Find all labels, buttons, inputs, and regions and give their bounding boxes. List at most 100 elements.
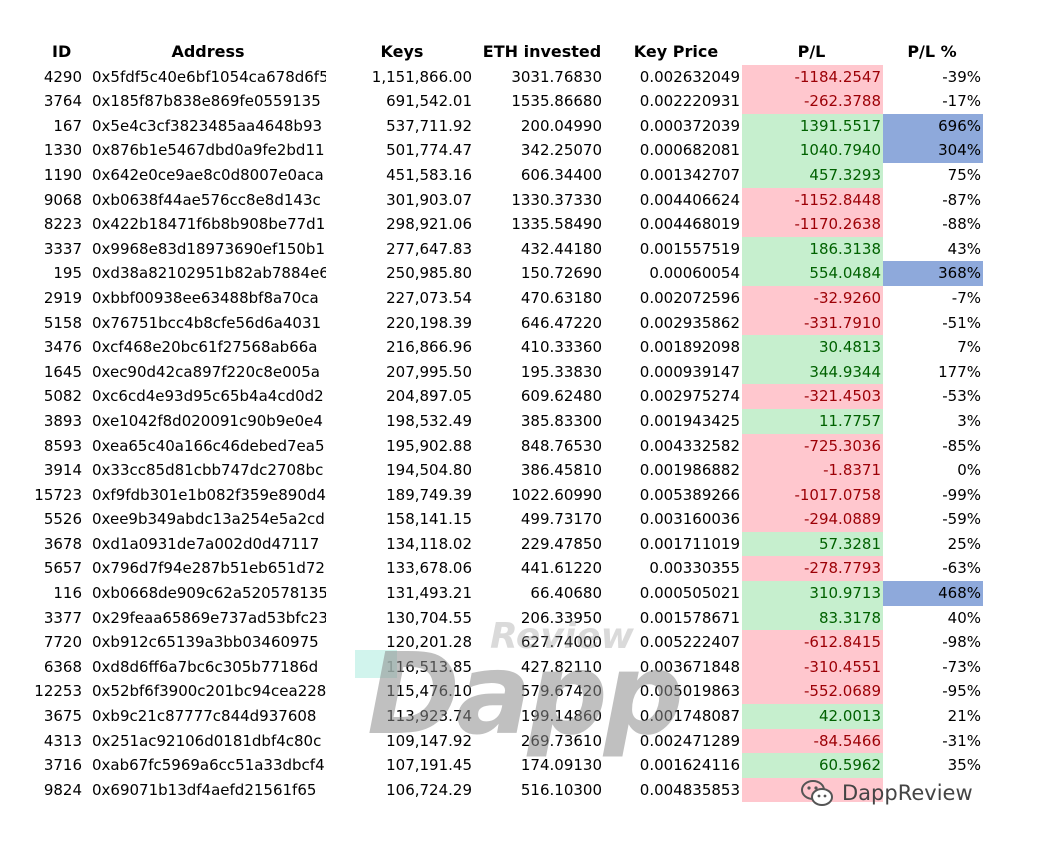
cell-keys: 194,504.80 [386, 461, 472, 480]
cell-pl: 344.9344 [742, 359, 883, 385]
cell-id: 3675 [43, 707, 82, 726]
wechat-credit: DappReview [800, 776, 973, 810]
cell-pl-percent: -87% [942, 190, 981, 209]
table-row: 3764 0x185f87b838e869fe0559135 691,542.01 1… [0, 89, 1041, 114]
cell-eth-invested: 516.10300 [520, 780, 602, 799]
cell-id: 15723 [34, 485, 82, 504]
cell-keys: 691,542.01 [386, 92, 472, 111]
cell-pl: -262.3788 [742, 89, 883, 114]
cell-pl-percent: 177% [938, 362, 981, 381]
cell-eth-invested: 66.40680 [530, 584, 602, 603]
cell-keys: 130,704.55 [386, 608, 472, 627]
cell-id: 3893 [43, 411, 82, 430]
cell-pl-percent: 43% [947, 239, 981, 258]
cell-id: 3764 [43, 92, 82, 111]
cell-id: 1190 [43, 165, 82, 184]
cell-key-price: 0.002632049 [639, 67, 740, 86]
cell-key-price: 0.000505021 [639, 584, 740, 603]
cell-key-price: 0.002471289 [639, 731, 740, 750]
cell-eth-invested: 195.33830 [520, 362, 602, 381]
cell-eth-invested: 441.61220 [520, 559, 602, 578]
cell-pl: -1.8371 [742, 458, 883, 483]
cell-keys: 537,711.92 [386, 116, 472, 135]
cell-id: 3678 [43, 534, 82, 553]
cell-key-price: 0.000939147 [639, 362, 740, 381]
cell-keys: 120,201.28 [386, 633, 472, 652]
cell-eth-invested: 3031.76830 [511, 67, 602, 86]
cell-eth-invested: 499.73170 [520, 510, 602, 529]
cell-keys: 277,647.83 [386, 239, 472, 258]
cell-pl-percent: -17% [942, 92, 981, 111]
cell-id: 2919 [43, 288, 82, 307]
cell-id: 9824 [43, 780, 82, 799]
cell-pl-percent: -53% [942, 387, 981, 406]
cell-pl-percent: -99% [942, 485, 981, 504]
cell-keys: 195,902.88 [386, 436, 472, 455]
cell-pl: -331.7910 [742, 310, 883, 336]
header-keys: Keys [380, 42, 424, 61]
cell-key-price: 0.001892098 [639, 338, 740, 357]
table-row: 5158 0x76751bcc4b8cfe56d6a4031 220,198.39 6… [0, 310, 1041, 336]
cell-address: 0xc6cd4e93d95c65b4a4cd0d2 [92, 387, 324, 406]
cell-pl: -32.9260 [742, 285, 883, 311]
table-row: 5526 0xee9b349abdc13a254e5a2cd 158,141.15 4… [0, 507, 1041, 532]
table-row: 1190 0x642e0ce9ae8c0d8007e0aca 451,583.16 6… [0, 162, 1041, 188]
cell-eth-invested: 1335.58490 [511, 215, 602, 234]
cell-pl: -294.0889 [742, 507, 883, 532]
cell-pl: -310.4551 [742, 654, 883, 680]
cell-eth-invested: 627.74000 [520, 633, 602, 652]
cell-eth-invested: 174.09130 [520, 756, 602, 775]
cell-key-price: 0.005222407 [639, 633, 740, 652]
cell-key-price: 0.002220931 [639, 92, 740, 111]
cell-pl-percent: 468% [883, 581, 983, 606]
cell-id: 12253 [34, 682, 82, 701]
table-row: 15723 0xf9fdb301e1b082f359e890d4 189,749.3… [0, 482, 1041, 508]
cell-id: 116 [53, 584, 82, 603]
cell-eth-invested: 1535.86680 [511, 92, 602, 111]
cell-keys: 204,897.05 [386, 387, 472, 406]
table-row: 3678 0xd1a0931de7a002d0d47117 134,118.02 22… [0, 531, 1041, 557]
table-row: 3893 0xe1042f8d020091c90b9e0e4 198,532.49 3… [0, 408, 1041, 434]
table-row: 12253 0x52bf6f3900c201bc94cea228 115,476.1… [0, 679, 1041, 705]
cell-key-price: 0.004835853 [639, 780, 740, 799]
cell-address: 0xb0668de909c62a520578135 [92, 584, 326, 603]
cell-pl: 11.7757 [742, 408, 883, 434]
cell-key-price: 0.000682081 [639, 141, 740, 160]
cell-eth-invested: 432.44180 [520, 239, 602, 258]
cell-id: 3476 [43, 338, 82, 357]
cell-pl: -552.0689 [742, 679, 883, 705]
cell-key-price: 0.002975274 [639, 387, 740, 406]
cell-pl-percent: -95% [942, 682, 981, 701]
table-row: 195 0xd38a82102951b82ab7884e6 250,985.80 15… [0, 261, 1041, 286]
cell-key-price: 0.003671848 [639, 657, 740, 676]
cell-pl-percent: -7% [951, 288, 981, 307]
cell-address: 0xb9c21c87777c844d937608 [92, 707, 317, 726]
cell-keys: 107,191.45 [386, 756, 472, 775]
cell-eth-invested: 427.82110 [520, 657, 602, 676]
cell-address: 0xcf468e20bc61f27568ab66a [92, 338, 318, 357]
cell-keys: 298,921.06 [386, 215, 472, 234]
table-row: 8593 0xea65c40a166c46debed7ea5 195,902.88 8… [0, 433, 1041, 459]
cell-pl-percent: -31% [942, 731, 981, 750]
cell-address: 0x5fdf5c40e6bf1054ca678d6f5 [92, 67, 326, 86]
cell-address: 0x422b18471f6b8b908be77d1 [92, 215, 326, 234]
cell-key-price: 0.001342707 [639, 165, 740, 184]
cell-pl-percent: 7% [957, 338, 981, 357]
table-row: 1645 0xec90d42ca897f220c8e005a 207,995.50 1… [0, 359, 1041, 385]
cell-address: 0x69071b13df4aefd21561f65 [92, 780, 317, 799]
cell-address: 0xab67fc5969a6cc51a33dbcf4 [92, 756, 325, 775]
cell-pl: 310.9713 [742, 581, 883, 606]
header-row: ID Address Keys ETH invested Key Price P… [0, 40, 1041, 65]
cell-key-price: 0.001624116 [639, 756, 740, 775]
cell-address: 0xe1042f8d020091c90b9e0e4 [92, 411, 323, 430]
cell-address: 0x796d7f94e287b51eb651d72 [92, 559, 325, 578]
cell-keys: 116,513.85 [386, 657, 472, 676]
cell-address: 0x642e0ce9ae8c0d8007e0aca [92, 165, 324, 184]
cell-pl: 1040.7940 [742, 138, 883, 163]
table-body: 4290 0x5fdf5c40e6bf1054ca678d6f5 1,151,866… [0, 64, 1041, 803]
cell-address: 0x29feaa65869e737ad53bfc23 [92, 608, 326, 627]
cell-keys: 115,476.10 [386, 682, 472, 701]
table-row: 3675 0xb9c21c87777c844d937608 113,923.74 19… [0, 704, 1041, 729]
spreadsheet: ID Address Keys ETH invested Key Price P… [0, 40, 1041, 803]
cell-id: 5657 [43, 559, 82, 578]
